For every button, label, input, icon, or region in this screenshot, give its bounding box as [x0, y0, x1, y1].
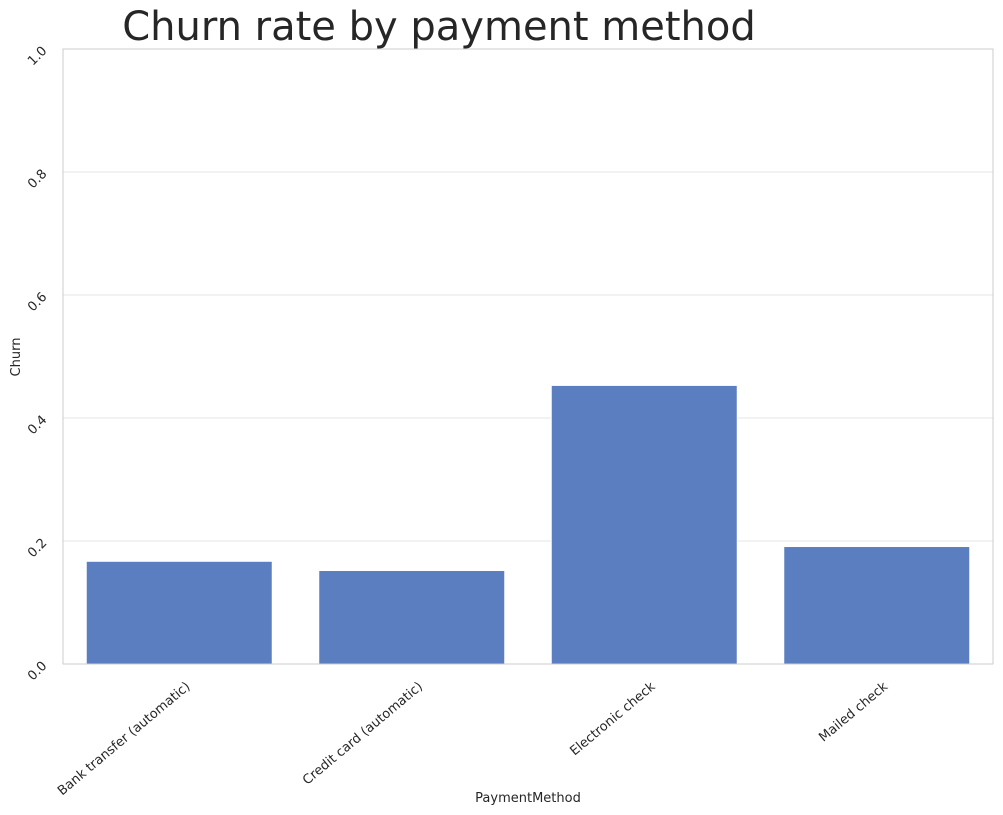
- y-tick-label: 1.0: [25, 44, 50, 69]
- x-tick-label: Mailed check: [816, 679, 891, 745]
- y-tick-label: 0.6: [25, 290, 50, 315]
- bar: [85, 560, 273, 665]
- y-axis-label: Churn: [9, 338, 24, 377]
- x-tick-label: Bank transfer (automatic): [55, 679, 193, 799]
- y-tick-label: 0.4: [25, 413, 50, 438]
- plot-area-border: [62, 48, 994, 665]
- y-tick-label: 0.2: [25, 536, 50, 561]
- x-axis-ticks: Bank transfer (automatic) Credit card (au…: [55, 679, 891, 799]
- chart-title: Churn rate by payment method: [122, 4, 756, 50]
- bar: [783, 546, 971, 665]
- y-tick-label: 0.0: [25, 659, 50, 684]
- bar: [550, 384, 738, 665]
- x-axis-label: PaymentMethod: [475, 791, 581, 806]
- grid-lines: [63, 171, 993, 542]
- y-tick-label: 0.8: [25, 167, 50, 192]
- x-tick-label: Credit card (automatic): [300, 679, 426, 788]
- bars: [85, 384, 971, 665]
- y-axis-ticks: 0.0 0.2 0.4 0.6 0.8 1.0: [25, 44, 50, 684]
- x-tick-label: Electronic check: [567, 679, 658, 759]
- bar: [318, 570, 506, 665]
